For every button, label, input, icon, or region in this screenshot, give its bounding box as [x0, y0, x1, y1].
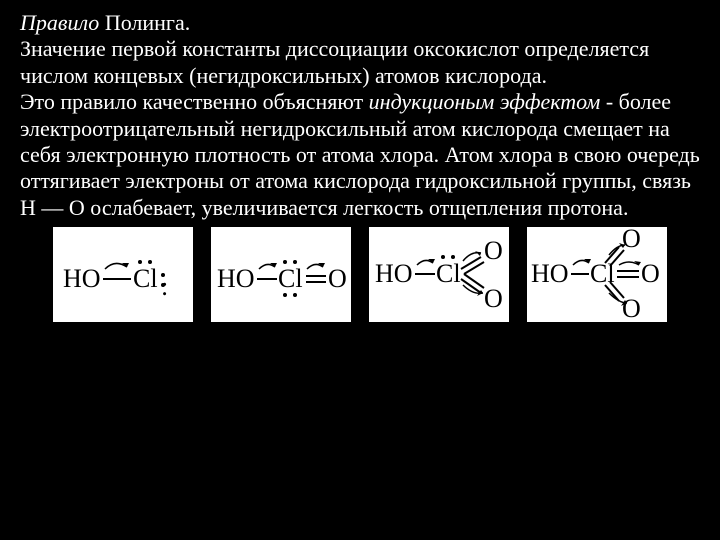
svg-text::: :	[161, 272, 168, 301]
title-rest: Полинга.	[99, 10, 190, 35]
label-cl: Cl	[133, 264, 158, 293]
slide: Правило Полинга. Значение первой констан…	[0, 0, 720, 540]
label-cl: Cl	[278, 264, 303, 293]
paragraph-2-italic: индукционым эффектом	[369, 89, 601, 114]
molecule-hoclo2: HO Cl O O	[369, 227, 509, 322]
label-ho: HO	[375, 259, 413, 288]
molecule-hoclo3: HO Cl O O O	[527, 227, 667, 322]
molecule-hoclo: HO Cl O	[211, 227, 351, 322]
label-ho: HO	[217, 264, 255, 293]
label-o: O	[622, 227, 641, 253]
label-cl: Cl	[436, 259, 461, 288]
label-o: O	[484, 236, 503, 265]
title-italic: Правило	[20, 10, 99, 35]
diagram-row: HO Cl : HO Cl	[20, 227, 700, 322]
label-ho: HO	[531, 259, 569, 288]
molecule-hocl: HO Cl :	[53, 227, 193, 322]
label-o: O	[622, 294, 641, 322]
label-ho: HO	[63, 264, 101, 293]
text-block: Правило Полинга. Значение первой констан…	[20, 10, 700, 221]
label-o: O	[328, 264, 347, 293]
paragraph-1: Значение первой константы диссоциации ок…	[20, 36, 649, 87]
label-o: O	[484, 284, 503, 313]
label-o: O	[641, 259, 660, 288]
paragraph-2a: Это правило качественно объясняют	[20, 89, 369, 114]
